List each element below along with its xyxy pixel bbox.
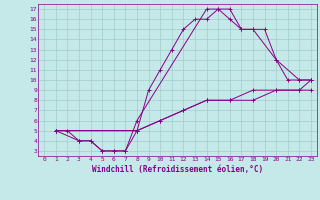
X-axis label: Windchill (Refroidissement éolien,°C): Windchill (Refroidissement éolien,°C) — [92, 165, 263, 174]
